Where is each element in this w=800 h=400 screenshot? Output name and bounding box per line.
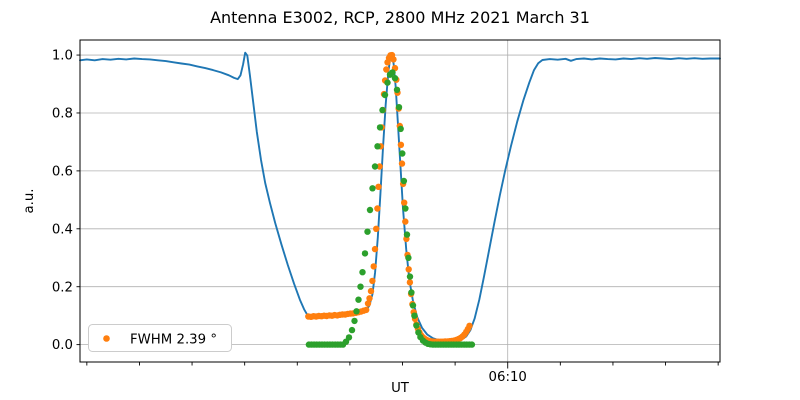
chart-title: Antenna E3002, RCP, 2800 MHz 2021 March … (210, 8, 590, 27)
fit-dot (408, 289, 415, 296)
scan-dot (406, 279, 414, 286)
fit-dot (400, 177, 408, 185)
scan-dot (366, 295, 373, 302)
scan-dot (363, 306, 370, 314)
fit-dot (374, 143, 381, 150)
scan-dot (405, 266, 412, 273)
fit-dot (381, 91, 389, 99)
scan-dot (398, 160, 406, 167)
scan-dot (371, 245, 379, 253)
fit-dot (359, 269, 366, 276)
fit-dot (357, 283, 364, 290)
plot-frame (79, 39, 721, 363)
fit-dot (413, 322, 420, 329)
fit-dot (397, 125, 404, 133)
fit-dot (384, 79, 391, 86)
signal-line (79, 51, 721, 343)
scan-dot (374, 205, 381, 212)
fit-dot (406, 273, 414, 280)
legend-box (88, 324, 232, 352)
legend-label: FWHM 2.39 ° (130, 332, 217, 347)
legend: FWHM 2.39 ° (88, 324, 232, 352)
scan-dot (383, 66, 390, 73)
fit-dot (393, 86, 401, 94)
grid-layer (80, 40, 720, 362)
scan-dot (367, 287, 375, 295)
fit-dot (409, 302, 417, 309)
fit-dot (405, 254, 412, 261)
fit-dot (411, 312, 418, 319)
scan-dot (369, 277, 376, 285)
x-axis-label: UT (391, 381, 410, 396)
scan-dot (401, 199, 408, 206)
fit-dot (355, 296, 362, 303)
fit-dot (345, 334, 353, 341)
fit-dot (351, 317, 358, 325)
y-tick-label: 0.6 (52, 164, 73, 179)
fit-dot (391, 75, 399, 82)
fit-dot (369, 185, 376, 192)
fit-dot (379, 106, 386, 114)
fit-dot (348, 326, 356, 334)
y-tick-label: 0.8 (52, 107, 73, 122)
y-tick-label: 0.2 (52, 280, 73, 295)
fit-dot (399, 150, 406, 157)
scan-dot (376, 163, 383, 170)
fit-dot (402, 205, 409, 212)
fit-dot (371, 163, 379, 170)
y-tick-label: 1.0 (52, 49, 73, 64)
axis-layer: 0.0 0.2 0.4 0.6 0.8 1.0 06:10 (52, 39, 721, 385)
fit-dot (361, 250, 369, 257)
scan-dot (373, 225, 380, 232)
fit-dot (395, 104, 403, 111)
fit-dot (366, 206, 374, 214)
scan-dot (397, 141, 405, 148)
series-layer (79, 51, 721, 348)
x-tick-label: 06:10 (489, 370, 527, 385)
legend-marker-dot (103, 335, 110, 342)
fit-dot (364, 228, 371, 235)
fit-dot (376, 124, 384, 131)
scan-dot (375, 183, 382, 190)
fit-dot (468, 341, 476, 348)
y-tick-label: 0.4 (52, 222, 73, 237)
fit-dot (353, 308, 360, 315)
scan-dot (364, 300, 372, 307)
scan-dot (370, 263, 377, 270)
fit-dot (403, 231, 411, 238)
scan-dot (402, 218, 409, 225)
y-axis-label: a.u. (22, 188, 37, 213)
fit-dot (389, 69, 396, 76)
scan-dot (390, 56, 397, 63)
scan-dot (466, 322, 473, 329)
y-tick-label: 0.0 (52, 338, 73, 353)
